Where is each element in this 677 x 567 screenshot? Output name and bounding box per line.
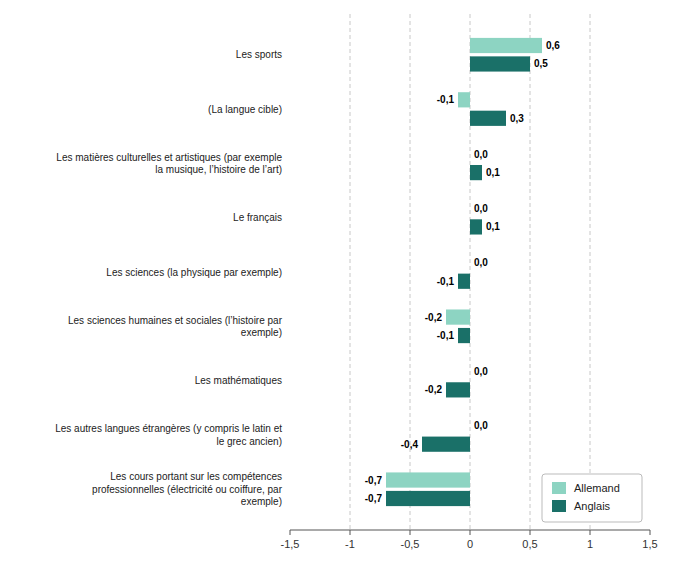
category-label: Le français	[233, 212, 282, 223]
chart: -1,5 -1 -0,5 0 0,5 1 1,5 Les cours portant sur …	[0, 0, 677, 567]
legend-swatch	[552, 500, 566, 512]
grid-line	[470, 14, 471, 530]
legend-label: Anglais	[574, 500, 611, 512]
category-label-line: Les mathématiques	[195, 375, 282, 386]
value-label: -0,1	[437, 276, 455, 287]
value-label: 0,0	[474, 420, 488, 431]
tick-label: 0,5	[522, 538, 537, 550]
bar	[386, 491, 470, 506]
category-label: Les mathématiques	[195, 375, 282, 386]
value-label: 0,5	[534, 58, 548, 69]
category-label-line: Les cours portant sur les compétences	[110, 471, 282, 482]
value-label: -0,2	[425, 312, 443, 323]
legend: Allemand Anglais	[542, 474, 642, 522]
grid	[350, 14, 590, 530]
grid-line	[530, 14, 531, 530]
value-label: 0,0	[474, 257, 488, 268]
legend-box	[542, 474, 642, 522]
bar	[470, 364, 471, 379]
value-label: -0,1	[437, 94, 455, 105]
value-labels: -0,7 0,0 0,0 -0,2 0,0 0,0 0,0 -0,1 0,6 -0,7 -0,4 -0…	[365, 40, 561, 504]
value-label: -0,7	[365, 493, 383, 504]
category-label-line: Les autres langues étrangères (y compris…	[55, 423, 282, 434]
category-label: Les cours portant sur les compétences pro…	[92, 471, 283, 507]
category-label: Les autres langues étrangères (y compris…	[55, 423, 282, 447]
bar	[470, 56, 530, 71]
tick-label: -1	[345, 538, 355, 550]
value-label: 0,1	[486, 167, 500, 178]
bar	[446, 382, 470, 397]
tick-mark	[350, 530, 351, 535]
value-label: 0,0	[474, 366, 488, 377]
tick-mark	[470, 530, 471, 535]
category-label-line: Le français	[233, 212, 282, 223]
tick-label: -1,5	[281, 538, 300, 550]
tick-label: -0,5	[401, 538, 420, 550]
category-label: Les sports	[236, 49, 282, 60]
grid-line	[350, 14, 351, 530]
bar	[458, 274, 470, 289]
tick-label: 1,5	[642, 538, 657, 550]
grid-line	[590, 14, 591, 530]
value-label: 0,1	[486, 221, 500, 232]
bar	[470, 255, 471, 270]
bar	[470, 418, 471, 433]
value-label: 0,0	[474, 149, 488, 160]
category-label-line: (La langue cible)	[208, 104, 282, 115]
category-label-line: Les sciences humaines et sociales (l’his…	[68, 315, 283, 326]
category-label-line: exemple)	[241, 327, 282, 338]
tick-mark	[590, 530, 591, 535]
category-label: Les sciences (la physique par exemple)	[106, 267, 282, 278]
bar	[422, 437, 470, 452]
bars	[386, 38, 542, 506]
value-label: 0,3	[510, 113, 524, 124]
tick-mark	[410, 530, 411, 535]
value-label: -0,7	[365, 475, 383, 486]
grid-line	[410, 14, 411, 530]
category-label-line: Les sciences (la physique par exemple)	[106, 267, 282, 278]
category-label-line: Les matières culturelles et artistiques …	[56, 152, 282, 163]
value-label: -0,1	[437, 330, 455, 341]
tick-mark	[650, 530, 651, 535]
category-label: Les matières culturelles et artistiques …	[56, 152, 282, 176]
category-label: Les sciences humaines et sociales (l’his…	[68, 315, 283, 339]
bar	[458, 328, 470, 343]
bar	[470, 147, 471, 162]
x-axis: -1,5 -1 -0,5 0 0,5 1 1,5	[281, 530, 658, 550]
tick-label: 1	[587, 538, 593, 550]
category-label-line: la musique, l’histoire de l’art)	[155, 164, 282, 175]
bar	[470, 219, 482, 234]
value-label: 0,0	[474, 203, 488, 214]
bar	[458, 92, 470, 107]
value-label: -0,2	[425, 384, 443, 395]
bar	[470, 111, 506, 126]
bar	[470, 201, 471, 216]
legend-swatch	[552, 482, 566, 494]
category-label-line: Les sports	[236, 49, 282, 60]
bar	[446, 309, 470, 324]
value-label: 0,6	[546, 40, 560, 51]
tick-mark	[290, 530, 291, 535]
tick-mark	[530, 530, 531, 535]
bar	[470, 165, 482, 180]
bar	[470, 38, 542, 53]
tick-label: 0	[467, 538, 473, 550]
axis-line	[290, 530, 650, 531]
value-label: -0,4	[401, 439, 419, 450]
legend-label: Allemand	[574, 482, 620, 494]
category-label: (La langue cible)	[208, 104, 282, 115]
category-label-line: professionnelles (électricité ou coiffur…	[92, 484, 283, 495]
y-axis: Les cours portant sur les compétences pro…	[55, 49, 282, 507]
category-label-line: exemple)	[241, 496, 282, 507]
category-label-line: le grec ancien)	[216, 436, 282, 447]
bar	[386, 472, 470, 487]
